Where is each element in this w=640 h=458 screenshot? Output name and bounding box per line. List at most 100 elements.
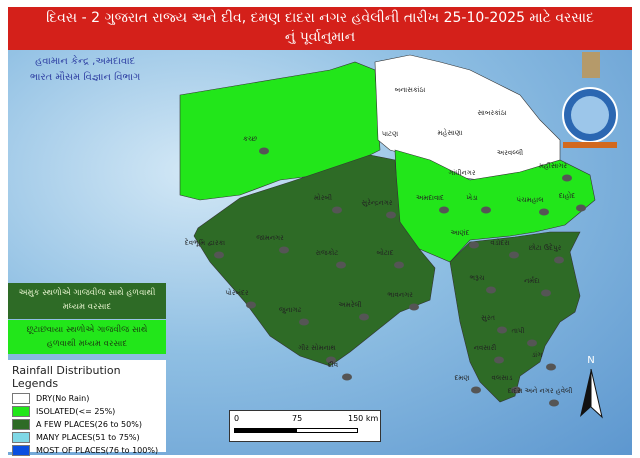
district-label: દેવભૂમિ દ્વારકા [185, 238, 226, 248]
district-label: ગાંધીનગર [449, 168, 476, 177]
district-label: બનાસકાંઠા [395, 86, 426, 94]
legend: Rainfall Distribution Legends DRY(No Rai… [8, 360, 166, 456]
forecast-box-few-places: અમુક સ્થળોએ ગાજવીજ સાથે હળવાથી મધ્યમ વરસ… [8, 283, 166, 319]
north-arrow: N [578, 355, 604, 419]
region-saurashtra [193, 154, 436, 367]
thunderstorm-icon [439, 206, 449, 214]
thunderstorm-icon [332, 206, 342, 214]
district-label: સાબરકાંઠા [477, 109, 506, 117]
district-label: સુરત [481, 314, 495, 322]
district-label: મહેસાણા [437, 128, 462, 137]
thunderstorm-icon [386, 211, 396, 219]
legend-label: DRY(No Rain) [36, 394, 90, 403]
district-label: મોરબી [314, 193, 332, 202]
legend-item-most: MOST OF PLACES(76 to 100%) [12, 444, 166, 457]
district-label: બોટાદ [376, 248, 393, 257]
thunderstorm-icon [336, 261, 346, 269]
district-label: ગીર સોમનાથ [298, 343, 336, 352]
scale-label: 0 [234, 414, 240, 423]
thunderstorm-icon [541, 289, 551, 297]
thunderstorm-icon [509, 251, 519, 259]
district-label: દાહોદ [559, 191, 575, 200]
scale-bar: 0 75 150 km [229, 410, 381, 442]
district-label: ભરૂચ [470, 274, 485, 282]
thunderstorm-icon [259, 147, 269, 155]
thunderstorm-icon [497, 326, 507, 334]
region-south-gujarat [449, 231, 581, 403]
thunderstorm-icon [246, 301, 256, 309]
thunderstorm-icon [469, 241, 479, 249]
thunderstorm-icon [342, 373, 352, 381]
legend-label: MOST OF PLACES(76 to 100%) [36, 446, 159, 455]
thunderstorm-icon [494, 356, 504, 364]
district-label: અરવલ્લી [497, 148, 523, 157]
agency-line-1: હવામાન કેન્દ્ર ,અમદાવાદ [35, 56, 136, 67]
thunderstorm-icon [481, 206, 491, 214]
title-line-1: દિવસ - 2 ગુજરાત રાજ્ય અને દીવ, દમણ દાદરા… [46, 10, 594, 26]
agency-label: હવામાન કેન્દ્ર ,અમદાવાદ ભારત મૌસમ વિજ્ઞા… [30, 54, 140, 86]
legend-item-few: A FEW PLACES(26 to 50%) [12, 418, 166, 431]
thunderstorm-icon [299, 318, 309, 326]
emblem-logo [562, 52, 618, 148]
district-label: આણંદ [451, 229, 470, 237]
legend-label: MANY PLACES(51 to 75%) [36, 433, 140, 442]
legend-label: ISOLATED(<= 25%) [36, 407, 116, 416]
district-label: તાપી [512, 326, 525, 335]
district-label: જામનગર [256, 234, 284, 242]
north-arrow-icon [580, 369, 603, 419]
title-line-2: નું પૂર્વાનુમાન [284, 29, 356, 45]
thunderstorm-icon [511, 386, 521, 394]
district-label: ભાવનગર [387, 291, 413, 299]
title-banner: દિવસ - 2 ગુજરાત રાજ્ય અને દીવ, દમણ દાદરા… [8, 7, 632, 51]
district-label: પોરબંદર [225, 288, 248, 297]
scale-label: 75 [292, 414, 303, 423]
district-label: ખેડા [466, 193, 478, 202]
thunderstorm-icon [214, 251, 224, 259]
district-label: નવસારી [474, 343, 497, 352]
scale-label: 150 km [348, 414, 379, 423]
district-label: ડાંગ [532, 351, 543, 359]
legend-item-many: MANY PLACES(51 to 75%) [12, 431, 166, 444]
thunderstorm-icon [549, 399, 559, 407]
thunderstorm-icon [279, 246, 289, 254]
district-label: સુરેન્દ્રનગર [362, 198, 393, 207]
thunderstorm-icon [486, 286, 496, 294]
district-label: કચ્છ [243, 135, 258, 143]
legend-label: A FEW PLACES(26 to 50%) [36, 420, 142, 429]
district-label: જુનાગઢ [279, 306, 302, 314]
forecast-box-text: અમુક સ્થળોએ ગાજવીજ સાથે હળવાથી મધ્યમ વરસ… [18, 288, 156, 312]
district-label: અમદાવાદ [416, 194, 444, 202]
district-label: છોટા ઉદેપુર [529, 243, 562, 252]
north-label: N [587, 355, 595, 366]
district-label: પાટણ [382, 130, 398, 138]
district-label: વલસાડ [492, 374, 513, 382]
thunderstorm-icon [359, 313, 369, 321]
region-central-gujarat [394, 149, 596, 263]
district-label: વડોદરા [490, 238, 509, 247]
legend-title: Rainfall Distribution Legends [12, 364, 121, 390]
district-label: દમણ [455, 374, 470, 382]
district-label: અમરેલી [338, 300, 361, 309]
thunderstorm-icon [546, 363, 556, 371]
agency-line-2: ભારત મૌસમ વિજ્ઞાન વિભાગ [30, 72, 141, 83]
thunderstorm-icon [527, 339, 537, 347]
legend-item-dry: DRY(No Rain) [12, 392, 166, 405]
region-kutch [179, 61, 381, 201]
thunderstorm-icon [394, 261, 404, 269]
district-label: દીવ [328, 360, 339, 369]
district-label: રાજકોટ [316, 248, 339, 257]
district-label: નર્મદા [524, 276, 540, 285]
thunderstorm-icon [576, 204, 586, 212]
thunderstorm-icon [471, 386, 481, 394]
thunderstorm-icon [409, 303, 419, 311]
legend-item-isolated: ISOLATED(<= 25%) [12, 405, 166, 418]
district-label: પંચમહાલ [516, 196, 544, 204]
thunderstorm-icon [562, 174, 572, 182]
district-label: દાદરા અને નગર હવેલી [508, 386, 573, 395]
thunderstorm-icon [326, 356, 336, 364]
forecast-box-text: છૂટાછવાયા સ્થળોએ ગાજવીજ સાથે હળવાથી મધ્ય… [26, 325, 148, 349]
thunderstorm-icon [539, 208, 549, 216]
district-label: મહીસાગર [539, 161, 567, 170]
thunderstorm-icon [554, 256, 564, 264]
